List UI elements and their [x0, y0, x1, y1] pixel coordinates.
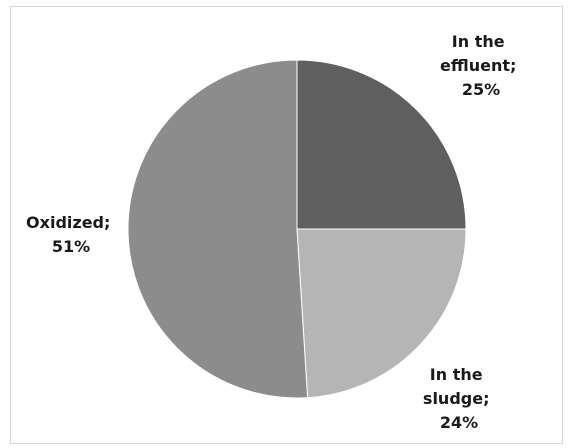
pie-slice-effluent: [296, 59, 467, 230]
data-label-sludge-line1: In the: [430, 365, 483, 384]
data-label-effluent-line3: 25%: [462, 80, 500, 99]
pie-slice-sludge: [296, 228, 467, 399]
data-label-oxidized-line1: Oxidized;: [26, 213, 110, 232]
data-label-effluent: In the effluent; 25%: [440, 32, 522, 99]
data-label-oxidized: Oxidized; 51%: [26, 213, 116, 256]
data-label-sludge-line3: 24%: [440, 413, 478, 432]
data-label-effluent-line1: In the: [452, 32, 505, 51]
pie-slice-oxidized: [127, 59, 309, 399]
data-label-sludge-line2: sludge;: [423, 389, 490, 408]
data-label-sludge: In the sludge; 24%: [423, 365, 495, 432]
pie-slices: [127, 59, 467, 399]
data-label-effluent-line2: effluent;: [440, 56, 516, 75]
data-label-oxidized-line2: 51%: [52, 237, 90, 256]
